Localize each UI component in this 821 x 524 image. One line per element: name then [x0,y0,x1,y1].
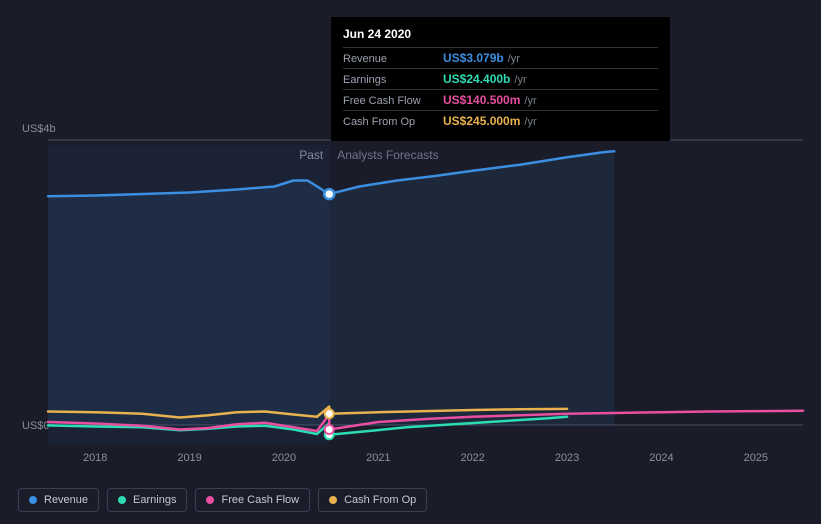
tooltip-metric-label: Free Cash Flow [343,95,443,107]
x-axis-label: 2023 [555,452,579,464]
tooltip-date: Jun 24 2020 [343,27,658,47]
x-axis-label: 2018 [83,452,107,464]
legend-dot-icon [118,496,126,504]
chart-tooltip: Jun 24 2020 RevenueUS$3.079b/yrEarningsU… [331,17,670,141]
tooltip-metric-value: US$3.079b [443,51,504,65]
tooltip-metric-unit: /yr [514,74,526,86]
tooltip-metric-unit: /yr [524,116,536,128]
tooltip-row: EarningsUS$24.400b/yr [343,68,658,89]
legend-dot-icon [29,496,37,504]
x-axis-label: 2019 [177,452,201,464]
y-axis-label-zero: US$0 [22,420,50,432]
x-axis-label: 2025 [744,452,768,464]
tooltip-metric-label: Cash From Op [343,116,443,128]
tooltip-metric-unit: /yr [508,53,520,65]
tooltip-row: Free Cash FlowUS$140.500m/yr [343,89,658,110]
x-axis-label: 2020 [272,452,296,464]
legend-label: Cash From Op [344,494,416,506]
legend-item-revenue[interactable]: Revenue [18,488,99,512]
line-chart [48,125,803,445]
legend-label: Free Cash Flow [221,494,299,506]
legend-label: Revenue [44,494,88,506]
legend-item-earnings[interactable]: Earnings [107,488,187,512]
chart-legend: Revenue Earnings Free Cash Flow Cash From O… [18,488,427,512]
legend-dot-icon [206,496,214,504]
legend-label: Earnings [133,494,176,506]
tooltip-metric-label: Revenue [343,53,443,65]
tooltip-metric-label: Earnings [343,74,443,86]
tooltip-row: RevenueUS$3.079b/yr [343,47,658,68]
tooltip-metric-value: US$140.500m [443,93,520,107]
legend-item-free-cash-flow[interactable]: Free Cash Flow [195,488,310,512]
x-axis-label: 2024 [649,452,673,464]
tooltip-row: Cash From OpUS$245.000m/yr [343,110,658,131]
tooltip-metric-unit: /yr [524,95,536,107]
x-axis-label: 2022 [460,452,484,464]
tooltip-metric-value: US$24.400b [443,72,510,86]
legend-dot-icon [329,496,337,504]
x-axis-label: 2021 [366,452,390,464]
tooltip-metric-value: US$245.000m [443,114,520,128]
legend-item-cash-from-op[interactable]: Cash From Op [318,488,427,512]
